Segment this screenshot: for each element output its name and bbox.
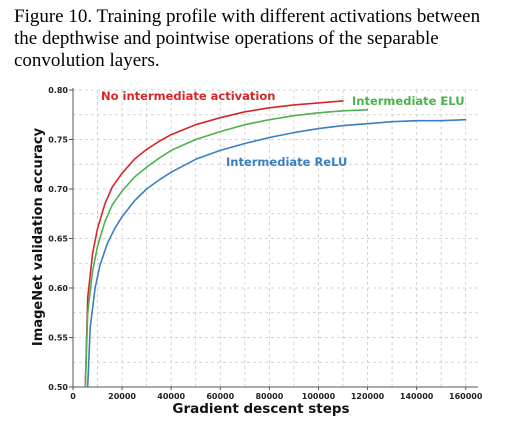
series-line-no-intermediate-activation bbox=[84, 100, 344, 388]
x-tick-label: 20000 bbox=[108, 392, 136, 401]
x-axis-title: Gradient descent steps bbox=[172, 401, 349, 417]
y-tick-label: 0.80 bbox=[48, 86, 68, 95]
x-tick-label: 100000 bbox=[302, 392, 336, 401]
y-tick-label: 0.55 bbox=[48, 334, 68, 343]
figure-caption: Figure 10. Training profile with differe… bbox=[14, 6, 481, 71]
x-tick-label: 40000 bbox=[157, 392, 185, 401]
axes: 0.50 0.55 0.60 0.65 0.70 0.75 0.80 0 20000 40000 6… bbox=[48, 86, 483, 401]
y-tick-label: 0.70 bbox=[48, 185, 68, 194]
series-line-intermediate-relu bbox=[86, 118, 467, 388]
annotation-no-intermediate-activation: No intermediate activation bbox=[101, 89, 275, 103]
y-tick-label: 0.60 bbox=[48, 284, 68, 293]
x-tick-label: 60000 bbox=[206, 392, 234, 401]
y-axis-title: ImageNet validation accuracy bbox=[31, 127, 46, 346]
x-tick-label: 80000 bbox=[255, 392, 283, 401]
y-tick-label: 0.50 bbox=[48, 383, 68, 392]
gridlines bbox=[73, 89, 478, 387]
x-tick-label: 120000 bbox=[351, 392, 385, 401]
series-line-intermediate-elu bbox=[84, 109, 369, 388]
x-tick-label: 140000 bbox=[400, 392, 434, 401]
series-lines bbox=[84, 100, 467, 388]
series-annotations: No intermediate activation Intermediate E… bbox=[101, 89, 465, 169]
y-tick-label: 0.65 bbox=[48, 235, 68, 244]
y-tick-label: 0.75 bbox=[48, 136, 68, 145]
annotation-intermediate-relu: Intermediate ReLU bbox=[226, 155, 347, 169]
annotation-intermediate-elu: Intermediate ELU bbox=[352, 94, 465, 108]
x-tick-label: 0 bbox=[70, 392, 76, 401]
x-tick-label: 160000 bbox=[449, 392, 483, 401]
